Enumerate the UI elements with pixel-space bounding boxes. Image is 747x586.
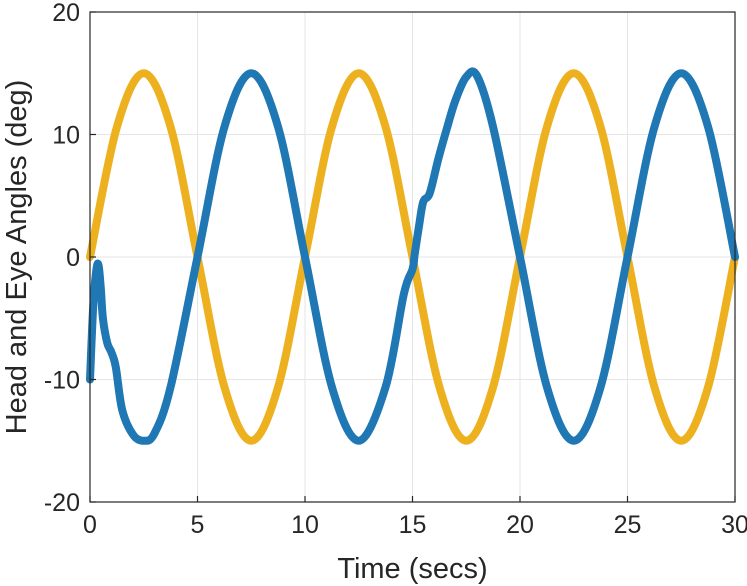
- tick-labels: 0 5 10 15 20 25 30 -20 -10 0 10 20: [44, 0, 747, 539]
- y-axis-title: Head and Eye Angles (deg): [1, 80, 33, 435]
- x-tick-label: 20: [506, 511, 534, 539]
- y-tick-label: 10: [52, 122, 80, 150]
- x-tick-label: 5: [191, 511, 205, 539]
- x-tick-label: 0: [83, 511, 97, 539]
- x-tick-label: 30: [721, 511, 747, 539]
- series-line-2: [86, 67, 739, 445]
- x-tick-label: 25: [614, 511, 642, 539]
- y-tick-label: 20: [52, 0, 80, 27]
- x-tick-label: 10: [291, 511, 319, 539]
- x-tick-label: 15: [399, 511, 427, 539]
- x-axis-title: Time (secs): [337, 553, 487, 585]
- y-tick-label: 0: [66, 244, 80, 272]
- y-tick-label: -20: [44, 489, 80, 517]
- y-tick-label: -10: [44, 367, 80, 395]
- series-group: [86, 67, 739, 445]
